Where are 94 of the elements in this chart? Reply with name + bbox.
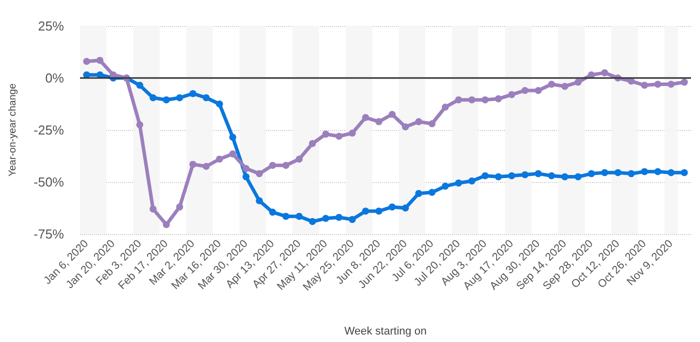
point — [455, 180, 462, 187]
point — [189, 90, 196, 98]
point — [229, 150, 236, 158]
point — [494, 173, 502, 180]
point — [322, 214, 330, 222]
point — [654, 168, 662, 176]
point — [136, 121, 144, 128]
point — [242, 164, 250, 172]
point — [202, 162, 210, 170]
point — [96, 56, 104, 64]
point — [282, 212, 290, 220]
point — [336, 132, 343, 140]
point — [110, 71, 117, 78]
point — [641, 82, 648, 89]
point — [296, 156, 303, 163]
y-tick-label: -75% — [34, 226, 64, 242]
point — [176, 203, 184, 210]
y-tick-label: -50% — [34, 174, 64, 190]
point — [534, 86, 542, 94]
point — [348, 130, 356, 137]
point — [242, 173, 250, 180]
point — [654, 80, 662, 88]
point — [574, 78, 582, 86]
point — [508, 172, 516, 180]
point — [402, 123, 409, 130]
point — [322, 130, 330, 138]
point — [308, 218, 316, 226]
point — [375, 118, 382, 126]
point — [455, 96, 462, 104]
x-axis-title: Week starting on — [344, 326, 427, 338]
point — [668, 169, 675, 176]
point — [680, 78, 688, 86]
point — [189, 160, 196, 168]
point — [136, 82, 144, 89]
point — [256, 197, 263, 204]
point — [150, 206, 157, 213]
point — [216, 100, 223, 108]
point — [428, 120, 436, 128]
point — [680, 169, 688, 176]
point — [362, 208, 370, 215]
point — [521, 171, 528, 178]
point — [83, 71, 90, 78]
point — [362, 114, 370, 122]
point — [614, 169, 622, 176]
point — [482, 172, 489, 180]
point — [442, 104, 449, 111]
point — [336, 214, 343, 221]
point — [468, 177, 476, 184]
point — [308, 140, 316, 148]
point — [96, 71, 104, 78]
point — [150, 94, 157, 102]
point — [415, 118, 422, 126]
point — [388, 203, 396, 210]
point — [229, 134, 236, 141]
point — [375, 208, 382, 215]
point — [508, 91, 516, 98]
point — [534, 170, 542, 178]
point — [588, 170, 595, 178]
point — [574, 173, 582, 180]
point — [641, 168, 648, 176]
point — [588, 71, 595, 78]
point — [482, 96, 489, 104]
point — [269, 162, 276, 169]
point — [162, 96, 170, 104]
point — [348, 216, 356, 223]
point — [83, 58, 90, 65]
point — [282, 162, 290, 169]
point — [296, 212, 303, 220]
point — [388, 110, 396, 118]
point — [269, 208, 276, 216]
point — [521, 86, 528, 94]
y-tick-label: 25% — [38, 18, 64, 34]
point — [561, 173, 568, 180]
y-tick-label: -25% — [34, 122, 64, 138]
point — [468, 96, 476, 104]
point — [202, 94, 210, 102]
point — [668, 80, 675, 88]
point — [415, 190, 422, 197]
point — [428, 188, 436, 196]
point — [548, 80, 556, 88]
point — [601, 69, 608, 76]
point — [402, 204, 409, 212]
point — [176, 94, 184, 102]
point — [548, 172, 556, 180]
point — [628, 170, 635, 178]
point — [216, 156, 223, 163]
point — [561, 82, 568, 90]
point — [162, 221, 170, 228]
point — [494, 95, 502, 102]
point — [256, 170, 263, 178]
point — [601, 169, 608, 176]
point — [442, 182, 449, 190]
y-axis-title: Year-on-year change — [8, 83, 18, 177]
y-tick-label: 0% — [45, 70, 64, 86]
